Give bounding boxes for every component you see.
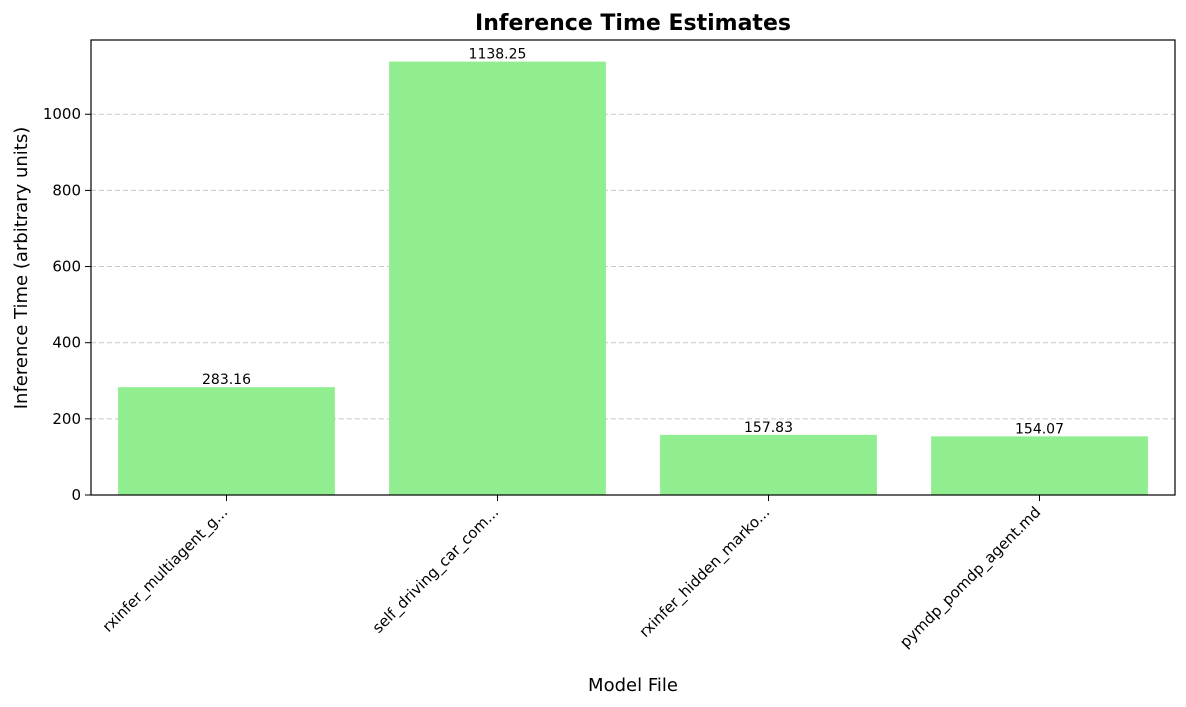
x-tick-label: rxinfer_hidden_marko... <box>636 503 774 641</box>
bar-value-label: 154.07 <box>1015 421 1064 437</box>
y-tick-label: 600 <box>52 258 81 276</box>
bar-value-label: 283.16 <box>202 372 251 388</box>
bars <box>118 61 1148 496</box>
bar <box>118 387 335 495</box>
bar-value-label: 1138.25 <box>469 47 527 63</box>
bar <box>389 61 606 496</box>
x-tick-label: self_driving_car_com... <box>369 503 503 637</box>
x-tick-label: pymdp_pomdp_agent.md <box>896 503 1045 652</box>
y-tick-label: 0 <box>71 486 81 504</box>
y-axis-title: Inference Time (arbitrary units) <box>11 127 32 410</box>
y-axis-ticks: 0 200 400 600 800 1000 <box>43 105 91 504</box>
chart-title: Inference Time Estimates <box>475 11 791 36</box>
plot-area-frame <box>90 39 1176 496</box>
y-tick-label: 800 <box>52 181 81 199</box>
x-axis-ticks: rxinfer_multiagent_g... self_driving_car_… <box>99 495 1045 652</box>
y-tick-label: 400 <box>52 334 81 352</box>
x-axis-title: Model File <box>588 675 678 696</box>
bar-value-label: 157.83 <box>744 420 793 436</box>
x-tick-label: rxinfer_multiagent_g... <box>99 503 232 636</box>
y-tick-label: 200 <box>52 410 81 428</box>
y-tick-label: 1000 <box>43 105 81 123</box>
bar <box>931 436 1148 495</box>
bar-value-labels: 283.16 1138.25 157.83 154.07 <box>202 47 1064 438</box>
bar <box>660 434 877 495</box>
